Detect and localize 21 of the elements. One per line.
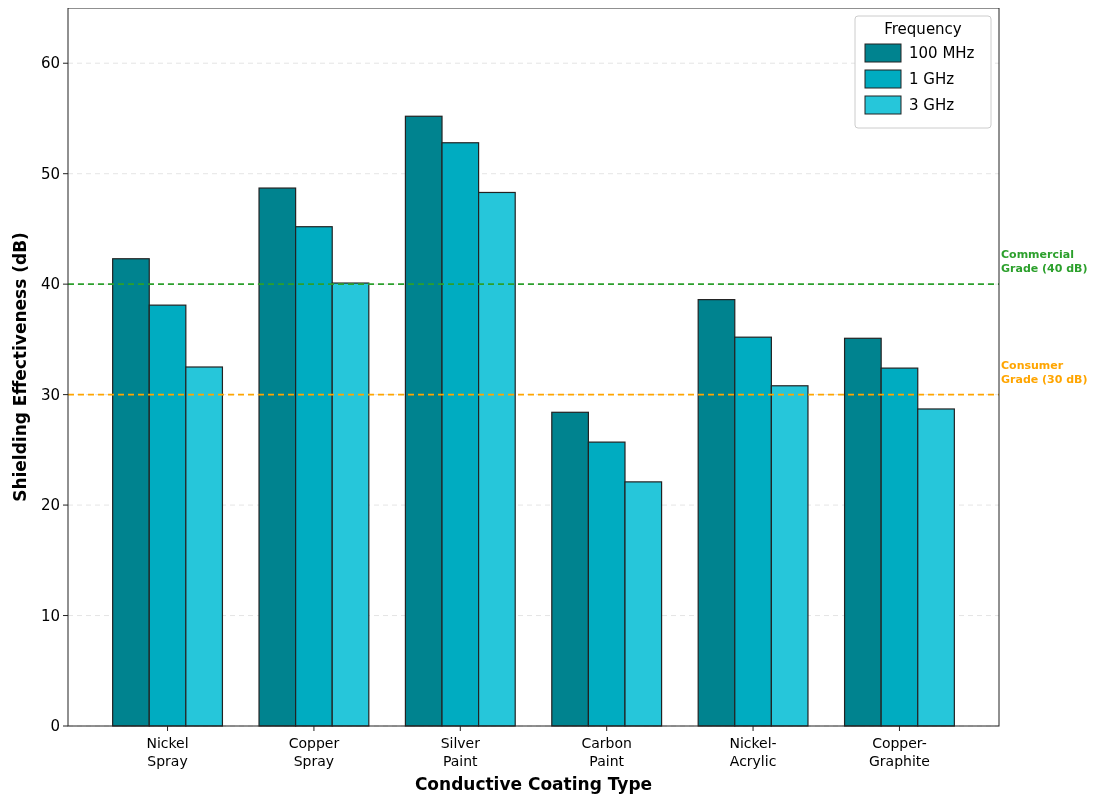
ref-line-label: Commercial Grade (40 dB) <box>1001 248 1088 276</box>
y-tick-label: 50 <box>40 164 60 183</box>
legend-label: 100 MHz <box>909 44 975 63</box>
x-tick-label: Carbon Paint <box>581 735 632 769</box>
x-tick-label: Nickel Spray <box>146 735 189 769</box>
x-tick-label: Copper- Graphite <box>868 735 930 769</box>
legend-label: 1 GHz <box>909 70 955 89</box>
x-tick-label: Nickel- Acrylic <box>729 735 777 769</box>
y-tick-label: 60 <box>40 54 60 73</box>
legend-title: Frequency <box>884 20 962 38</box>
x-tick-label: Silver Paint <box>440 735 481 769</box>
y-tick-label: 0 <box>50 717 60 736</box>
y-tick-label: 40 <box>40 275 60 294</box>
y-tick-label: 20 <box>40 496 60 515</box>
y-tick-label: 10 <box>40 606 60 625</box>
legend-label: 3 GHz <box>909 96 955 115</box>
x-axis-title: Conductive Coating Type <box>414 774 653 794</box>
y-axis-title: Shielding Effectiveness (dB) <box>10 232 30 502</box>
y-tick-label: 30 <box>40 385 60 404</box>
x-tick-label: Copper Spray <box>288 735 340 769</box>
ref-line-label: Consumer Grade (30 dB) <box>1001 358 1088 386</box>
